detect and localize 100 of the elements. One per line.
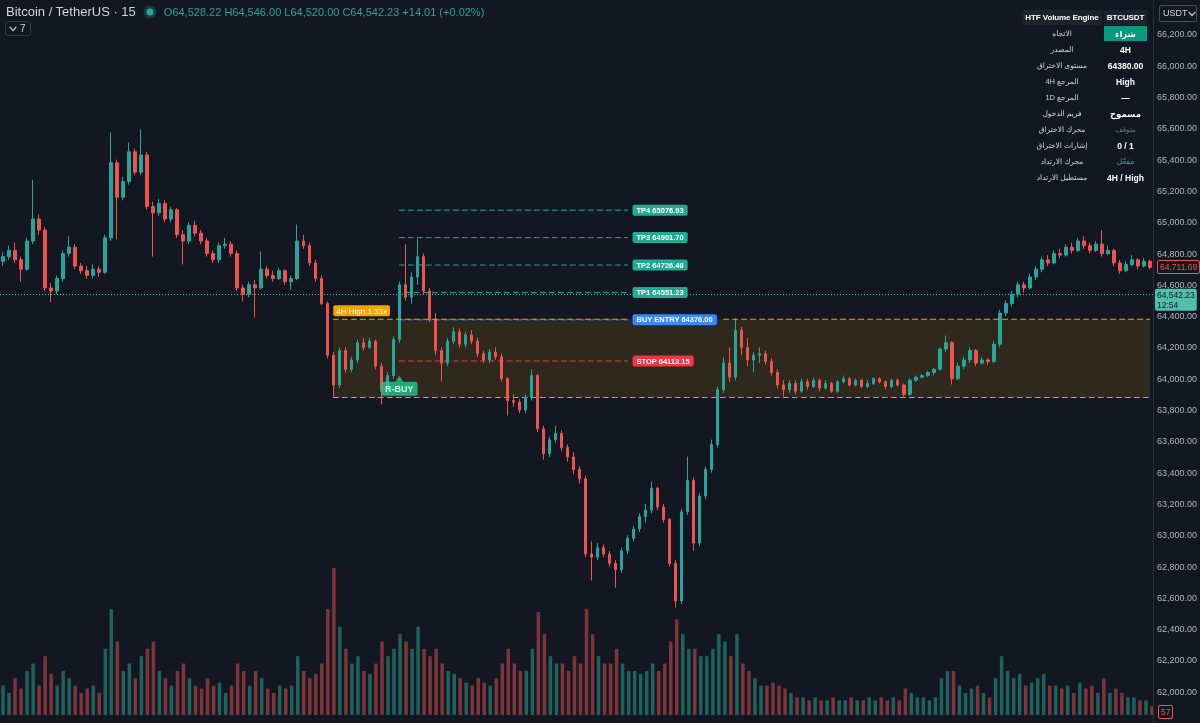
candlestick	[320, 274, 323, 306]
bar	[398, 634, 402, 715]
candlestick	[85, 265, 89, 280]
candlestick	[542, 425, 545, 461]
candlestick	[1070, 242, 1074, 255]
candlestick	[259, 250, 263, 291]
bar	[1090, 685, 1094, 715]
bar	[344, 648, 348, 715]
candlestick	[314, 259, 317, 283]
candlestick	[91, 263, 95, 280]
candlestick	[13, 242, 17, 264]
candlestick	[704, 465, 707, 500]
candlestick	[716, 386, 719, 449]
candlestick	[728, 346, 731, 383]
candlestick	[818, 378, 821, 392]
candlestick	[506, 376, 509, 416]
bar	[43, 656, 47, 715]
candlestick	[518, 398, 521, 414]
bar	[819, 700, 823, 715]
candlestick	[620, 547, 623, 574]
bar	[7, 692, 11, 715]
candlestick	[145, 151, 149, 211]
bar	[1114, 688, 1118, 715]
bar	[759, 685, 763, 715]
y-tick-label: 64,000.00	[1156, 373, 1198, 384]
candlestick	[1130, 254, 1134, 267]
candlestick	[482, 350, 485, 364]
candlestick	[1052, 249, 1056, 265]
candlestick	[193, 220, 197, 237]
candlestick	[277, 267, 281, 281]
bar	[25, 670, 29, 715]
candlestick	[115, 159, 119, 240]
candlestick	[530, 368, 533, 402]
candlestick	[1064, 243, 1068, 258]
bar	[37, 685, 41, 715]
annotation: —	[1120, 91, 1131, 105]
candlestick	[980, 356, 984, 366]
candlestick	[596, 542, 599, 561]
y-tick-label: 63,000.00	[1156, 530, 1198, 541]
candlestick	[968, 346, 972, 364]
bar	[410, 648, 414, 715]
bar	[338, 626, 342, 715]
y-tick-label: 65,000.00	[1156, 217, 1198, 228]
candlestick	[836, 379, 839, 394]
candlestick	[548, 436, 551, 458]
series-label: 4H High 1.33x	[336, 306, 387, 316]
candlestick	[127, 141, 131, 186]
bar	[91, 685, 95, 715]
bar	[356, 656, 360, 715]
candlestick	[97, 265, 101, 278]
candlestick	[470, 329, 473, 345]
candlestick	[536, 373, 539, 433]
candlestick	[211, 249, 215, 264]
bar	[843, 700, 847, 715]
bar	[1060, 688, 1064, 715]
candlestick	[566, 443, 569, 463]
candlestick	[674, 559, 677, 609]
text: 64,711.69	[1157, 260, 1200, 275]
candlestick	[175, 207, 179, 239]
bar	[350, 663, 354, 715]
bar	[302, 670, 306, 715]
candlestick	[848, 376, 851, 388]
candlestick	[830, 381, 833, 394]
candlestick	[362, 337, 365, 352]
candlestick	[956, 362, 960, 381]
candlestick	[283, 268, 287, 286]
candlestick	[404, 243, 407, 301]
bar	[326, 609, 330, 715]
candlestick	[205, 237, 209, 258]
candlestick	[422, 253, 425, 295]
candlestick	[235, 249, 239, 292]
bar	[386, 656, 390, 715]
candlestick	[986, 357, 990, 366]
candlestick	[890, 378, 893, 389]
candlestick	[37, 213, 41, 236]
candlestick	[157, 198, 161, 217]
candlestick	[680, 508, 683, 605]
candlestick	[824, 379, 827, 391]
candlestick	[374, 339, 377, 370]
y-tick-label: 63,200.00	[1156, 498, 1198, 509]
bar	[705, 656, 709, 715]
candlestick	[860, 378, 863, 389]
candlestick	[289, 274, 293, 291]
candlestick	[1, 251, 5, 267]
bar	[801, 697, 805, 715]
series-label: R-BUY	[385, 384, 414, 395]
candlestick	[524, 393, 527, 414]
candlestick	[139, 128, 143, 176]
candlestick	[632, 525, 635, 542]
y-tick-label: 62,000.00	[1156, 686, 1198, 697]
y-tick-label: 66,000.00	[1156, 60, 1198, 71]
bar	[422, 648, 426, 715]
candlestick	[229, 240, 233, 258]
candlestick	[103, 234, 107, 275]
candlestick	[476, 337, 479, 358]
candlestick	[350, 356, 353, 373]
y-tick-label: 62,600.00	[1156, 592, 1198, 603]
bar	[31, 663, 35, 715]
bar	[717, 634, 721, 715]
candlestick	[31, 179, 35, 245]
